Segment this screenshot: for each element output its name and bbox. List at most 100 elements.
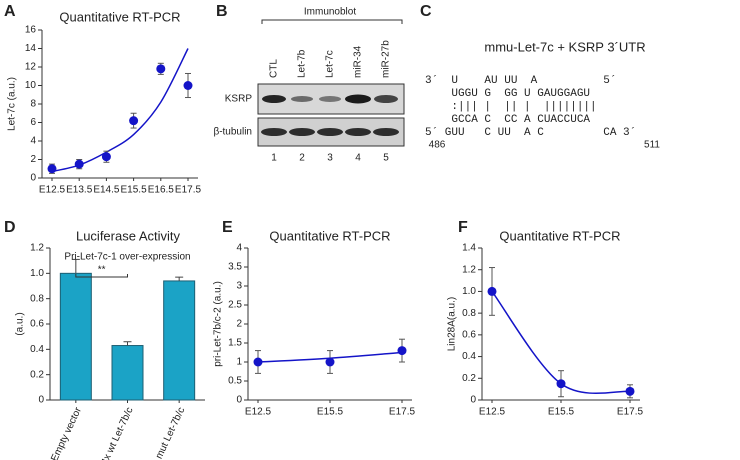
panel-letter: F	[458, 219, 468, 236]
y-tick-label: 0.4	[30, 344, 44, 355]
chart-title: Luciferase Activity	[76, 228, 181, 243]
x-tick-label: Empty vector	[49, 405, 84, 460]
point	[101, 152, 111, 162]
y-tick-label: 0	[470, 395, 476, 406]
y-tick-label: 0.5	[228, 376, 242, 387]
band	[291, 96, 313, 102]
y-tick-label: 1.0	[30, 268, 44, 279]
panel-letter: D	[4, 219, 16, 236]
y-tick-label: 2.5	[228, 300, 242, 311]
point	[156, 64, 166, 74]
y-axis-label: Lin28A(a.u.)	[447, 297, 458, 351]
blot-label: Immunoblot	[304, 7, 356, 18]
lane-label: Let-7c	[325, 50, 336, 78]
y-tick-label: 1.4	[462, 243, 476, 254]
band	[319, 96, 341, 102]
y-tick-label: 1.0	[462, 286, 476, 297]
lane-number: 2	[299, 153, 305, 164]
bands	[261, 94, 399, 136]
bar	[111, 345, 144, 401]
y-tick-label: 1.2	[30, 243, 44, 254]
y-tick-label: 0.8	[30, 293, 44, 304]
x-tick-label: E13.5	[66, 185, 93, 196]
sequence-line: GCCA C CC A CUACCUCA	[425, 114, 590, 126]
panel-letter: C	[420, 3, 432, 20]
lane-label: CTL	[269, 59, 280, 78]
band	[261, 128, 287, 136]
lane-number: 1	[271, 153, 277, 164]
y-tick-label: 0.6	[462, 329, 476, 340]
point	[556, 379, 566, 389]
y-tick-label: 6	[30, 117, 36, 128]
y-axis-label: Let-7c (a.u.)	[7, 77, 18, 131]
x-tick-label: 4x mut Let-7b/c	[148, 406, 187, 460]
band	[345, 94, 371, 104]
y-tick-label: 0	[38, 395, 44, 406]
y-tick-label: 0.8	[462, 308, 476, 319]
y-tick-label: 16	[25, 25, 37, 36]
chart-title: Quantitative RT-PCR	[59, 9, 180, 24]
fit-curve	[51, 48, 189, 173]
y-tick-label: 4	[236, 243, 242, 254]
annotation: **	[98, 265, 106, 276]
point	[183, 81, 193, 90]
x-tick-label: E15.5	[317, 407, 344, 418]
x-tick-label: E14.5	[93, 185, 120, 196]
x-tick-label: E12.5	[39, 185, 66, 196]
lane-label: miR-27b	[381, 40, 392, 78]
panel-letter: E	[222, 219, 233, 236]
bar	[163, 280, 196, 401]
y-tick-label: 2	[236, 319, 242, 330]
point	[47, 164, 57, 174]
band	[373, 128, 399, 136]
band	[262, 95, 286, 103]
band	[374, 95, 398, 103]
y-axis-label: pri-Let-7b/c-2 (a.u.)	[213, 281, 224, 367]
sequence-line: 5´ GUU C UU A C CA 3´	[425, 126, 636, 139]
lane-label: Let-7b	[297, 49, 308, 78]
y-tick-label: 1.5	[228, 338, 242, 349]
chart-title: Quantitative RT-PCR	[269, 228, 390, 243]
row-label: KSRP	[225, 94, 253, 105]
x-tick-label: 4x wt Let-7b/c	[99, 406, 135, 460]
y-tick-label: 0	[236, 395, 242, 406]
position: 486	[429, 140, 446, 151]
band	[317, 128, 343, 136]
y-tick-label: 0.2	[30, 369, 44, 380]
y-tick-label: 8	[30, 99, 36, 110]
x-tick-label: E12.5	[245, 407, 272, 418]
y-tick-label: 3.5	[228, 262, 242, 273]
sequence-line: 3´ U AU UU A 5´	[425, 74, 616, 87]
point	[253, 357, 263, 367]
panel-letter: B	[216, 3, 228, 20]
sequence-line: UGGU G GG U GAUGGAGU	[425, 88, 590, 100]
bar	[59, 272, 92, 401]
position: 511	[644, 140, 660, 151]
chart-title: Quantitative RT-PCR	[499, 228, 620, 243]
point	[487, 286, 497, 296]
lane-number: 3	[327, 153, 333, 164]
panel-letter: A	[4, 3, 16, 20]
x-tick-label: E12.5	[479, 407, 506, 418]
significance-bracket	[75, 274, 128, 278]
x-tick-label: E17.5	[389, 407, 416, 418]
lane-label: miR-34	[353, 45, 364, 78]
x-tick-label: E17.5	[617, 407, 644, 418]
x-tick-label: E15.5	[548, 407, 575, 418]
x-tick-label: E17.5	[175, 185, 202, 196]
y-tick-label: 3	[236, 281, 242, 292]
y-tick-label: 0.2	[462, 373, 476, 384]
row-label: β-tubulin	[213, 127, 252, 138]
sequence-line: :||| | || | ||||||||	[425, 101, 597, 113]
y-tick-label: 12	[25, 62, 37, 73]
x-tick-label: E16.5	[148, 185, 175, 196]
lane-number: 5	[383, 153, 389, 164]
subtitle: Pri-Let-7c-1 over-expression	[64, 252, 190, 263]
point	[325, 357, 335, 367]
diagram-title: mmu-Let-7c + KSRP 3´UTR	[484, 39, 645, 54]
bracket	[261, 19, 403, 24]
point	[129, 116, 139, 126]
x-tick-label: E15.5	[121, 185, 148, 196]
y-tick-label: 1.2	[462, 264, 476, 275]
